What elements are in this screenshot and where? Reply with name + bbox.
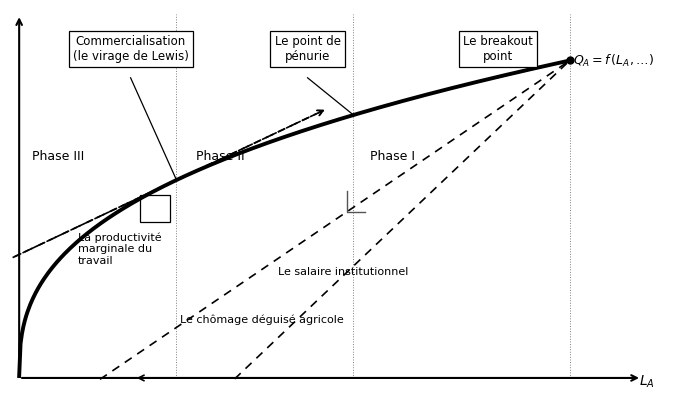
Text: Commercialisation
(le virage de Lewis): Commercialisation (le virage de Lewis) — [73, 35, 189, 63]
Text: $L_A$: $L_A$ — [639, 374, 654, 390]
Text: Phase III: Phase III — [32, 150, 84, 163]
Text: $Q_A=f\,(L_A,\ldots)$: $Q_A=f\,(L_A,\ldots)$ — [573, 52, 654, 69]
Text: Le chômage déguisé agricole: Le chômage déguisé agricole — [180, 315, 344, 325]
Text: Le breakout
point: Le breakout point — [463, 35, 532, 63]
Text: Phase II: Phase II — [196, 150, 245, 163]
Text: Le point de
pénurie: Le point de pénurie — [274, 35, 340, 63]
Text: La productivité
marginale du
travail: La productivité marginale du travail — [78, 232, 162, 266]
Text: Phase I: Phase I — [370, 150, 415, 163]
Text: Le salaire institutionnel: Le salaire institutionnel — [278, 267, 408, 277]
